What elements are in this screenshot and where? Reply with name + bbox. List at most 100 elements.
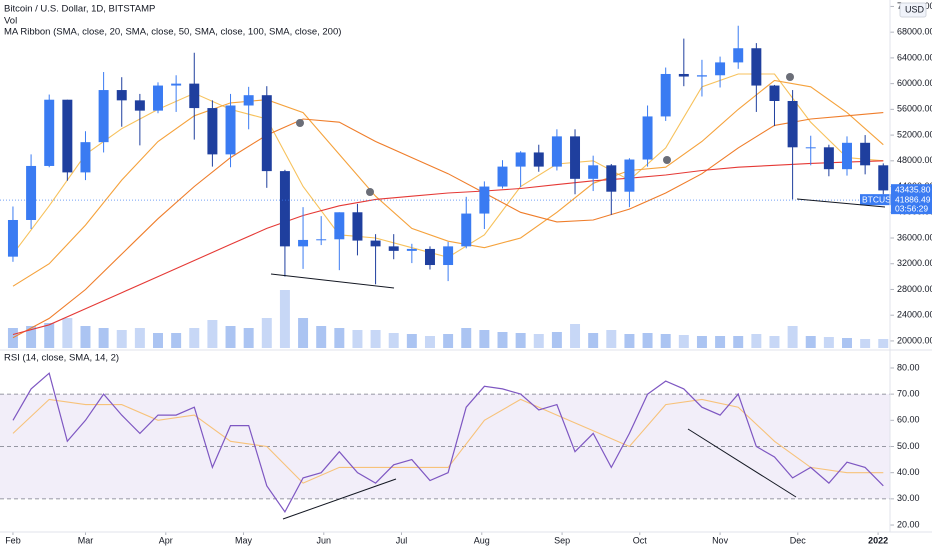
chart-title: Bitcoin / U.S. Dollar, 1D, BITSTAMP [4, 4, 155, 15]
candle-body [805, 147, 816, 149]
y-tick-label: 60.00 [897, 415, 920, 425]
candle-body [570, 136, 581, 179]
volume-bar [225, 326, 236, 348]
candle-body [461, 213, 472, 247]
y-tick-label: 36000.00 [897, 232, 932, 242]
x-tick-label: Mar [78, 535, 94, 545]
y-tick-label: 48000.00 [897, 155, 932, 165]
x-tick-label: Feb [5, 535, 21, 545]
volume-bar [769, 336, 780, 348]
cross-marker [786, 73, 794, 81]
y-tick-label: 20.00 [897, 519, 920, 529]
volume-bar [497, 332, 508, 348]
candle-body [189, 83, 200, 109]
candle-body [370, 240, 381, 247]
volume-bar [733, 336, 744, 348]
x-tick-label: Jun [317, 535, 332, 545]
y-tick-label: 40.00 [897, 467, 920, 477]
y-tick-label: 52000.00 [897, 129, 932, 139]
candle-body [26, 165, 37, 220]
volume-bar [860, 339, 871, 348]
symbol-price-label: 41886.49 [895, 194, 931, 204]
x-tick-label: Jul [396, 535, 408, 545]
candle-body [44, 99, 55, 166]
candle-body [261, 95, 272, 172]
volume-bar [80, 326, 91, 348]
volume-bar [134, 328, 145, 348]
ma-line [12, 112, 884, 339]
candle-body [842, 142, 852, 170]
y-tick-label: 64000.00 [897, 52, 932, 62]
ma-line [12, 79, 884, 287]
candle-body [769, 85, 780, 101]
candle-body [588, 165, 599, 179]
candle-body [878, 165, 889, 191]
trend-line [796, 198, 886, 208]
candle-body [98, 90, 109, 143]
currency-label: USD [905, 4, 925, 14]
candle-body [715, 62, 726, 76]
candle-body [153, 85, 163, 111]
y-tick-label: 70.00 [897, 389, 920, 399]
candle-body [279, 171, 290, 247]
y-tick-label: 24000.00 [897, 310, 932, 320]
candle-body [243, 95, 254, 106]
rsi-title: RSI (14, close, SMA, 14, 2) [4, 353, 119, 364]
candle-body [696, 75, 707, 77]
volume-bar [98, 328, 109, 348]
trend-line [687, 428, 797, 498]
candle-body [733, 48, 744, 63]
cross-marker [663, 156, 671, 164]
volume-bar [261, 318, 272, 348]
candle-body [352, 212, 363, 241]
volume-bar [406, 334, 417, 348]
last-price-badge [891, 184, 932, 196]
volume-bar [424, 336, 435, 348]
symbol-price-badge [891, 194, 932, 215]
volume-bar [624, 334, 635, 348]
candle-body [551, 136, 562, 167]
y-tick-label: 80.00 [897, 362, 920, 372]
candle-body [316, 239, 327, 241]
symbol-badge [860, 194, 891, 206]
volume-bar [533, 334, 544, 348]
trend-line [270, 273, 395, 289]
volume-bar [606, 330, 617, 348]
candle-body [334, 212, 345, 240]
ribbon-title: MA Ribbon (SMA, close, 20, SMA, close, 5… [4, 27, 341, 38]
x-tick-label: Oct [633, 535, 648, 545]
currency-badge [899, 2, 927, 18]
x-tick-label: Aug [474, 535, 490, 545]
x-tick-label: May [235, 535, 253, 545]
x-tick-label: Nov [712, 535, 729, 545]
candle-body [823, 147, 834, 170]
countdown-label: 03:56:29 [895, 203, 928, 213]
candle-body [860, 142, 871, 166]
volume-bar [279, 290, 290, 348]
volume-bar [751, 334, 762, 348]
cross-marker [366, 188, 374, 196]
candle-body [225, 105, 236, 155]
candle-body [787, 100, 798, 148]
volume-bar [243, 328, 254, 348]
candle-body [515, 152, 526, 167]
cross-marker [296, 119, 304, 127]
volume-bar [842, 338, 852, 348]
volume-bar [443, 334, 454, 348]
last-price-label: 43435.80 [895, 184, 931, 194]
volume-bar [316, 326, 327, 348]
candle-body [298, 239, 309, 247]
x-tick-label: Sep [554, 535, 570, 545]
volume-bar [551, 332, 562, 348]
volume-bar [715, 336, 726, 348]
y-tick-label: 56000.00 [897, 104, 932, 114]
candle-body [171, 83, 182, 86]
candle-body [606, 165, 617, 192]
volume-bar [678, 335, 689, 348]
rsi-sma-line [12, 398, 884, 484]
candle-body [134, 100, 145, 111]
volume-bar [878, 339, 889, 348]
volume-bar [189, 328, 200, 348]
y-tick-label: 68000.00 [897, 27, 932, 37]
